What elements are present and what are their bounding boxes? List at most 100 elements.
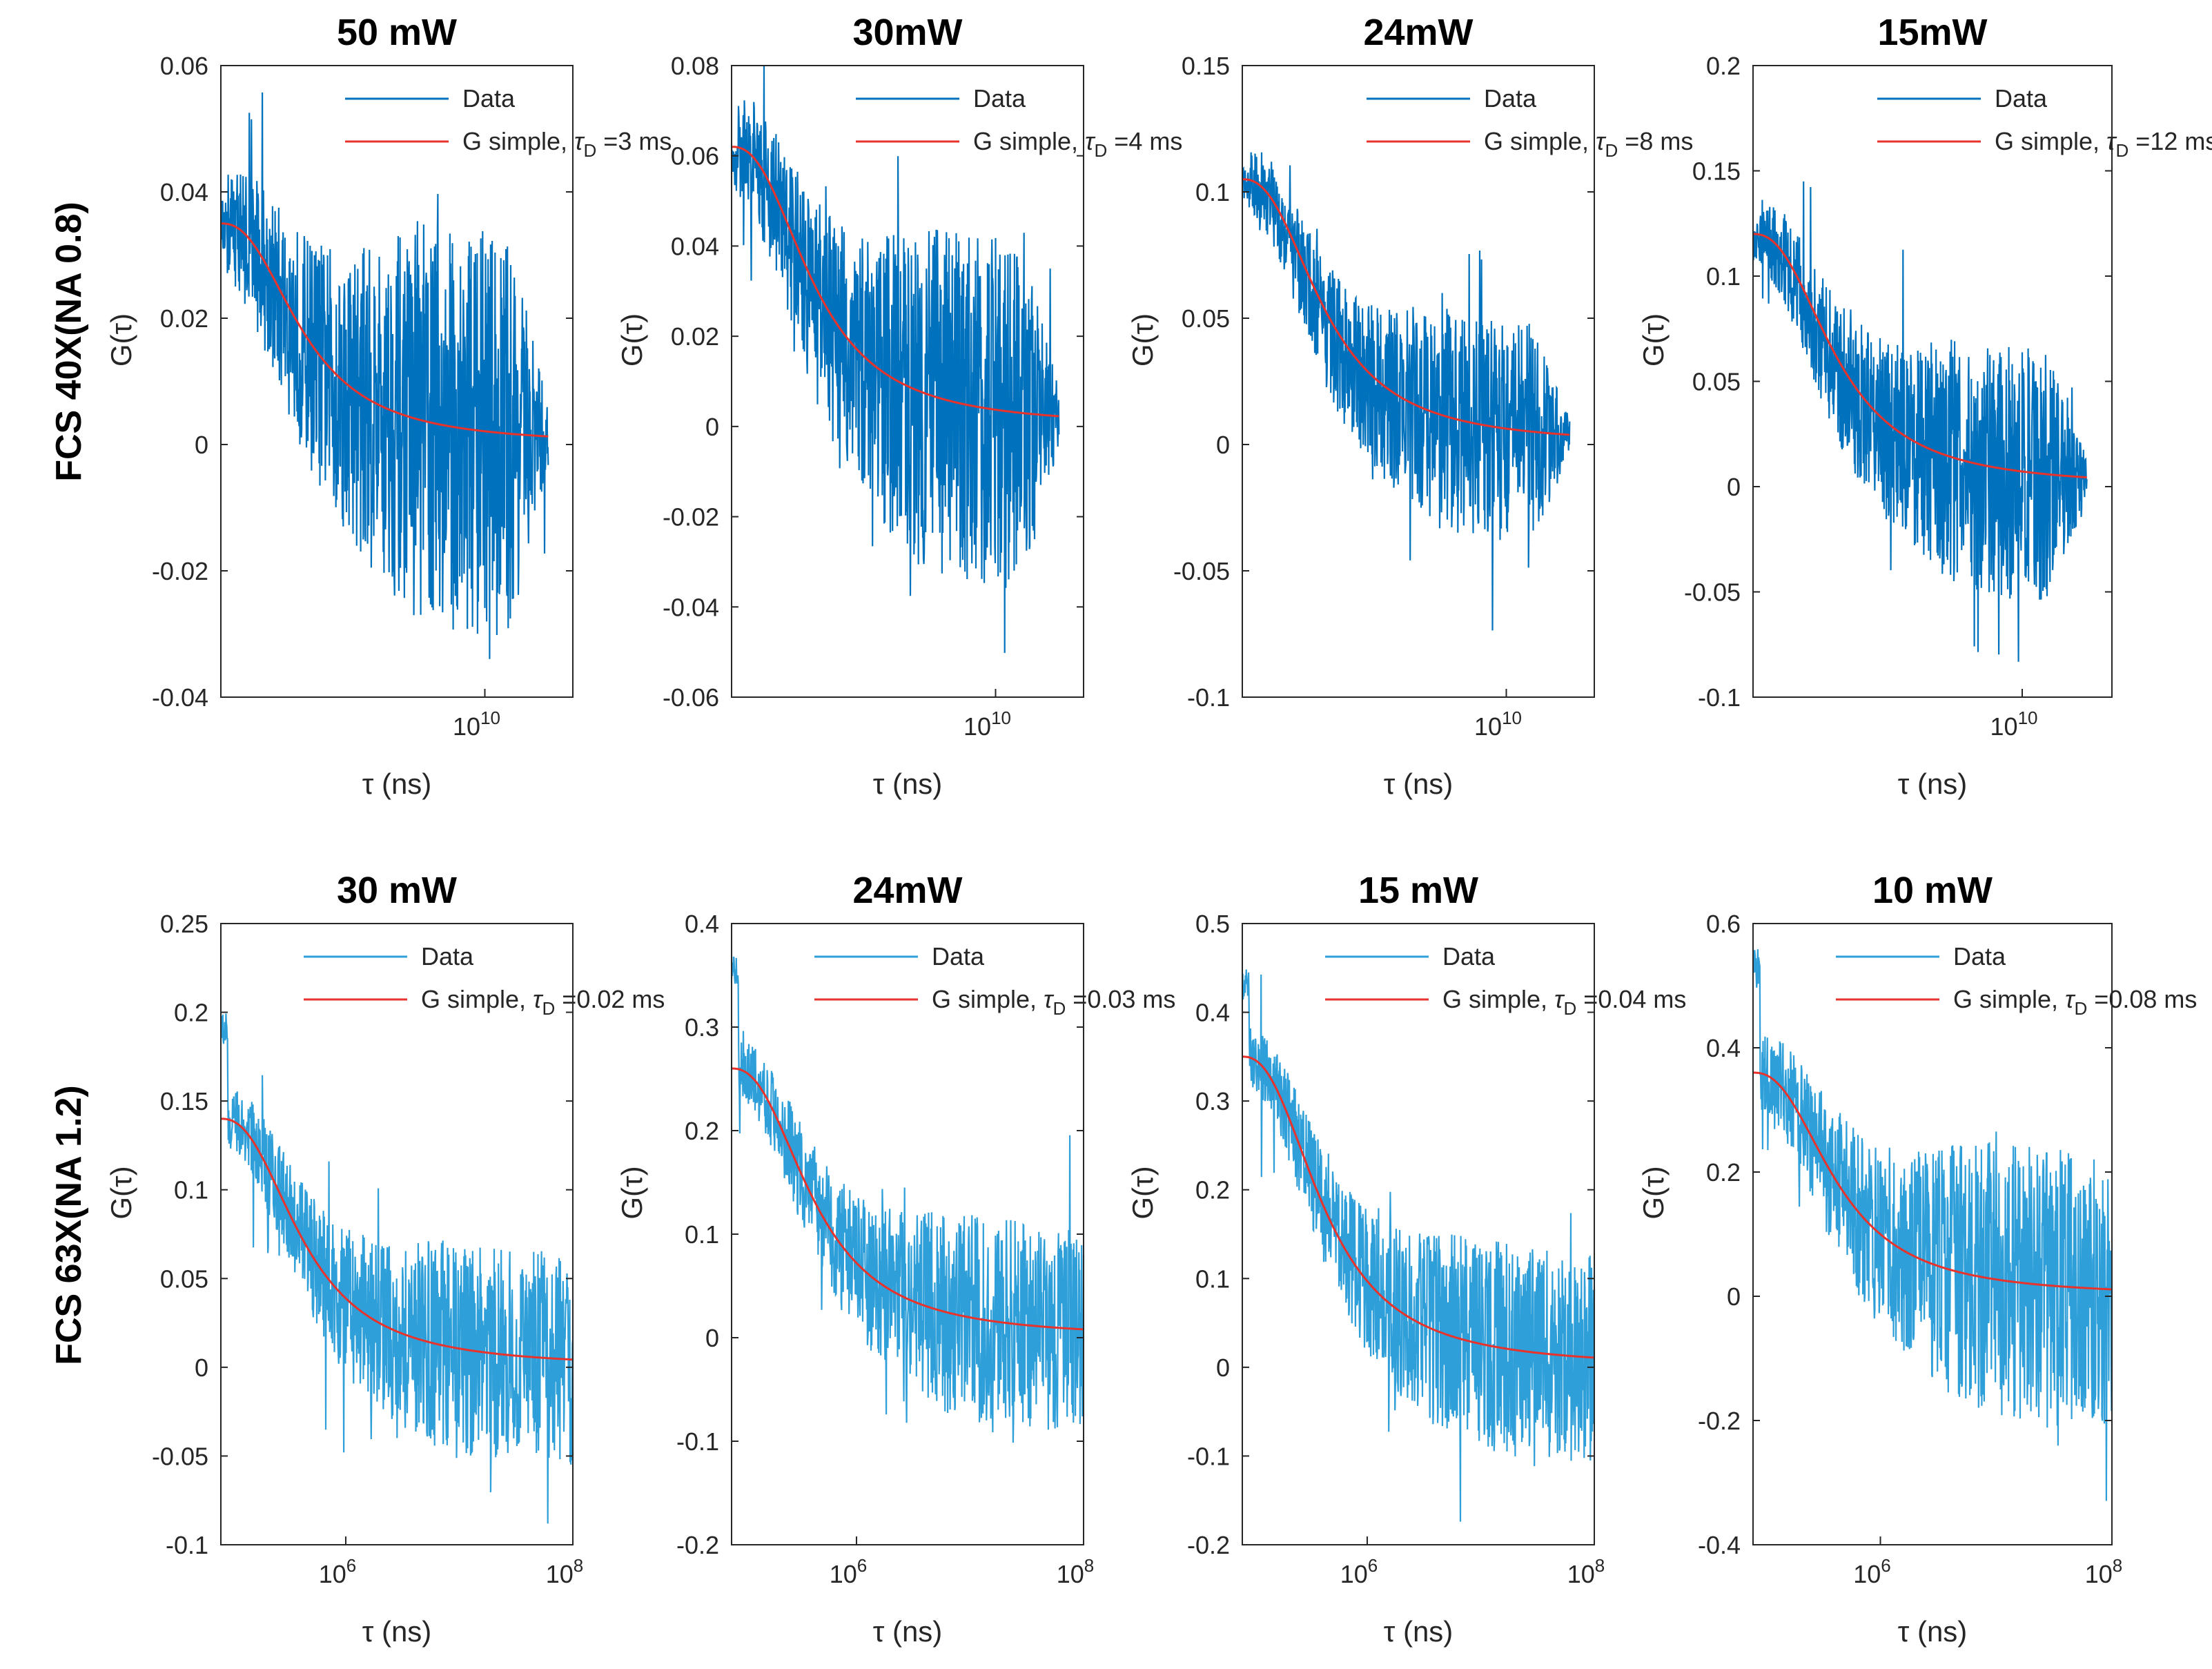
x-tick-label: 108 bbox=[1567, 1555, 1605, 1588]
legend-data-label: Data bbox=[932, 942, 985, 970]
x-axis-label: τ (ns) bbox=[362, 1615, 432, 1648]
y-tick-label: -0.2 bbox=[676, 1531, 719, 1559]
y-tick-label: -0.02 bbox=[152, 557, 208, 585]
x-tick-label: 1010 bbox=[453, 707, 500, 741]
y-tick-label: 0.15 bbox=[1182, 52, 1230, 80]
axes-frame bbox=[1752, 923, 2113, 1545]
y-tick-label: 0.06 bbox=[160, 52, 208, 80]
y-tick-label: 0.02 bbox=[671, 322, 719, 351]
y-axis-label: G(τ) bbox=[616, 313, 648, 367]
legend-data-label: Data bbox=[1953, 942, 2006, 970]
y-tick-label: 0.05 bbox=[1182, 304, 1230, 333]
y-tick-label: 0.04 bbox=[671, 232, 719, 260]
y-tick-label: 0.6 bbox=[1706, 910, 1741, 938]
fit-series-line bbox=[220, 222, 549, 438]
data-series-line bbox=[730, 956, 1085, 1443]
y-axis-label: G(τ) bbox=[105, 313, 137, 367]
y-tick-label: 0.1 bbox=[1195, 178, 1230, 206]
chart-title: 24mW bbox=[852, 870, 962, 911]
y-tick-label: 0.3 bbox=[1195, 1087, 1230, 1115]
y-tick-label: 0.15 bbox=[160, 1087, 208, 1115]
y-tick-label: 0.04 bbox=[160, 178, 208, 206]
y-tick-label: 0.2 bbox=[1706, 52, 1741, 80]
x-axis-label: τ (ns) bbox=[1384, 768, 1454, 800]
y-tick-label: 0 bbox=[1216, 1354, 1230, 1382]
legend-fit-label: G simple, τD =3 ms bbox=[462, 127, 672, 161]
y-tick-label: -0.1 bbox=[676, 1427, 719, 1456]
y-axis-label: G(τ) bbox=[616, 1166, 648, 1219]
y-tick-label: -0.02 bbox=[663, 503, 719, 531]
chart-title: 50 mW bbox=[337, 12, 457, 53]
fit-series-line bbox=[1242, 178, 1570, 436]
y-tick-label: 0 bbox=[195, 431, 208, 459]
y-tick-label: -0.2 bbox=[1698, 1407, 1741, 1435]
y-tick-label: 0.1 bbox=[685, 1220, 719, 1249]
y-tick-label: -0.04 bbox=[663, 593, 719, 621]
y-axis-label: G(τ) bbox=[1637, 1166, 1670, 1219]
x-axis-label: τ (ns) bbox=[1384, 1615, 1454, 1648]
y-tick-label: 0.06 bbox=[671, 142, 719, 170]
legend-data-label: Data bbox=[973, 84, 1026, 113]
axes-frame bbox=[731, 65, 1084, 698]
y-tick-label: 0.1 bbox=[1706, 262, 1741, 291]
y-tick-label: -0.1 bbox=[166, 1531, 208, 1559]
legend-fit-label: G simple, τD =0.04 ms bbox=[1442, 985, 1686, 1019]
y-tick-label: -0.1 bbox=[1698, 683, 1741, 712]
x-tick-label: 106 bbox=[1853, 1555, 1891, 1588]
y-axis-label: G(τ) bbox=[105, 1166, 137, 1219]
x-axis-label: τ (ns) bbox=[873, 1615, 943, 1648]
data-series-line bbox=[1241, 969, 1596, 1522]
y-tick-label: 0.1 bbox=[174, 1176, 208, 1204]
legend-fit-label: G simple, τD =12 ms bbox=[1995, 127, 2212, 161]
chart-panel-2: 24mW 0.15 0.1 0.05 0 -0.05 -0.1 1010 τ (ns) G(τ) D… bbox=[1126, 12, 1693, 800]
axes-frame bbox=[1242, 923, 1595, 1545]
axes-frame bbox=[731, 923, 1084, 1545]
legend-data-label: Data bbox=[1442, 942, 1496, 970]
x-tick-label: 106 bbox=[319, 1555, 357, 1588]
data-series-line bbox=[1752, 949, 2113, 1501]
fit-series-line bbox=[1242, 1055, 1595, 1359]
y-tick-label: -0.1 bbox=[1187, 683, 1230, 712]
y-tick-label: -0.05 bbox=[1173, 557, 1230, 585]
chart-panel-1: 30mW 0.08 0.06 0.04 0.02 0 -0.02 -0.04 -0.06 1010… bbox=[616, 12, 1182, 800]
axes-frame bbox=[220, 65, 574, 698]
chart-panel-4: 30 mW 0.25 0.2 0.15 0.1 0.05 0 -0.05 -0.1 106 108 τ… bbox=[105, 870, 665, 1648]
y-tick-label: 0.2 bbox=[174, 999, 208, 1027]
chart-title: 15 mW bbox=[1358, 870, 1478, 911]
x-tick-label: 1010 bbox=[963, 707, 1011, 741]
chart-panel-7: 10 mW 0.6 0.4 0.2 0 -0.2 -0.4 106 108 τ (ns) G(τ) D… bbox=[1637, 870, 2197, 1648]
y-axis-label: G(τ) bbox=[1126, 1166, 1159, 1219]
y-tick-label: 0.1 bbox=[1195, 1265, 1230, 1293]
legend-fit-label: G simple, τD =0.08 ms bbox=[1953, 985, 2197, 1019]
axes-frame bbox=[220, 923, 574, 1545]
x-tick-label: 1010 bbox=[1474, 707, 1522, 741]
chart-title: 15mW bbox=[1877, 12, 1987, 53]
legend-fit-label: G simple, τD =4 ms bbox=[973, 127, 1182, 161]
x-tick-label: 108 bbox=[1057, 1555, 1095, 1588]
y-tick-label: 0.15 bbox=[1692, 157, 1741, 186]
y-tick-label: 0.02 bbox=[160, 304, 208, 333]
legend-data-label: Data bbox=[421, 942, 474, 970]
fit-series-line bbox=[731, 146, 1059, 418]
chart-title: 10 mW bbox=[1872, 870, 1993, 911]
axes-frame bbox=[1242, 65, 1595, 698]
y-tick-label: -0.04 bbox=[152, 683, 208, 712]
y-tick-label: 0 bbox=[1727, 473, 1741, 501]
x-tick-label: 1010 bbox=[1990, 707, 2038, 741]
legend-data-label: Data bbox=[1484, 84, 1537, 113]
x-tick-label: 108 bbox=[546, 1555, 584, 1588]
y-tick-label: 0 bbox=[1216, 431, 1230, 459]
y-tick-label: 0.5 bbox=[1195, 910, 1230, 938]
y-tick-label: 0.05 bbox=[160, 1265, 208, 1293]
chart-panel-5: 24mW 0.4 0.3 0.2 0.1 0 -0.1 -0.2 106 108 τ (ns) G(τ… bbox=[616, 870, 1175, 1648]
x-tick-label: 106 bbox=[1340, 1555, 1378, 1588]
row-label-63x: FCS 63X(NA 1.2) bbox=[49, 1085, 89, 1365]
y-tick-label: 0.2 bbox=[1195, 1176, 1230, 1204]
y-axis-label: G(τ) bbox=[1637, 313, 1670, 367]
fit-series-line bbox=[1753, 1071, 2113, 1291]
data-series-line bbox=[1241, 152, 1571, 631]
y-tick-label: -0.1 bbox=[1187, 1442, 1230, 1470]
data-series-line bbox=[219, 92, 549, 659]
data-series-line bbox=[219, 1013, 574, 1524]
